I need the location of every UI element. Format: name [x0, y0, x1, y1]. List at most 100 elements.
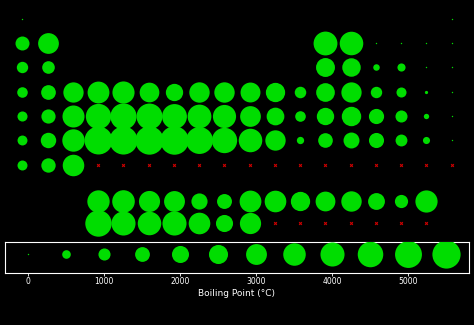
Point — [372, 199, 380, 204]
Point — [397, 40, 405, 46]
Point — [94, 113, 102, 119]
Point — [397, 138, 405, 143]
Point — [372, 138, 380, 143]
Point — [138, 251, 146, 256]
Point — [422, 138, 430, 143]
Point — [422, 89, 430, 94]
Point — [195, 220, 203, 225]
Point — [69, 113, 77, 119]
Point — [296, 89, 304, 94]
Point — [44, 65, 52, 70]
Point — [94, 138, 102, 143]
Point — [94, 220, 102, 225]
Point — [321, 89, 329, 94]
Point — [94, 199, 102, 204]
Point — [448, 138, 456, 143]
Point — [170, 138, 178, 143]
Point — [18, 162, 26, 167]
X-axis label: Boiling Point (°C): Boiling Point (°C) — [199, 289, 275, 298]
Point — [321, 113, 329, 119]
Point — [321, 138, 329, 143]
Point — [69, 138, 77, 143]
Point — [246, 199, 254, 204]
Point — [372, 40, 380, 46]
Point — [195, 89, 203, 94]
Point — [422, 199, 430, 204]
Point — [220, 113, 228, 119]
Point — [18, 16, 26, 21]
Point — [44, 113, 52, 119]
Point — [397, 113, 405, 119]
Point — [170, 89, 178, 94]
Point — [443, 251, 450, 256]
Point — [170, 113, 178, 119]
Point — [195, 199, 203, 204]
Point — [220, 138, 228, 143]
Point — [246, 89, 254, 94]
Point — [195, 113, 203, 119]
Point — [195, 138, 203, 143]
Point — [220, 220, 228, 225]
Point — [220, 89, 228, 94]
Point — [69, 162, 77, 167]
Point — [18, 138, 26, 143]
Point — [170, 199, 178, 204]
Point — [397, 65, 405, 70]
Point — [271, 89, 279, 94]
Point — [44, 138, 52, 143]
Point — [44, 162, 52, 167]
Point — [62, 251, 70, 256]
Point — [321, 199, 329, 204]
Point — [422, 113, 430, 119]
Point — [18, 65, 26, 70]
Point — [372, 89, 380, 94]
Point — [422, 40, 430, 46]
Point — [18, 40, 26, 46]
Point — [347, 113, 355, 119]
Point — [214, 251, 222, 256]
Point — [119, 113, 127, 119]
Point — [145, 138, 153, 143]
Point — [246, 138, 254, 143]
Point — [397, 89, 405, 94]
Point — [290, 251, 298, 256]
Point — [448, 113, 456, 119]
Point — [24, 251, 31, 256]
Point — [246, 220, 254, 225]
Point — [321, 40, 329, 46]
Point — [145, 220, 153, 225]
Point — [145, 199, 153, 204]
Point — [296, 113, 304, 119]
Point — [328, 251, 336, 256]
Point — [366, 251, 374, 256]
Point — [321, 65, 329, 70]
Point — [448, 65, 456, 70]
Point — [347, 138, 355, 143]
Point — [347, 65, 355, 70]
Point — [296, 138, 304, 143]
Point — [271, 199, 279, 204]
Point — [246, 113, 254, 119]
Point — [372, 65, 380, 70]
Point — [404, 251, 412, 256]
Point — [69, 89, 77, 94]
Point — [145, 113, 153, 119]
Point — [448, 40, 456, 46]
Point — [170, 220, 178, 225]
Point — [372, 113, 380, 119]
Point — [119, 220, 127, 225]
Point — [271, 138, 279, 143]
Point — [448, 89, 456, 94]
Point — [271, 113, 279, 119]
Point — [18, 113, 26, 119]
Point — [100, 251, 108, 256]
Point — [347, 199, 355, 204]
Point — [252, 251, 260, 256]
Point — [422, 65, 430, 70]
Point — [94, 89, 102, 94]
Point — [44, 40, 52, 46]
Point — [448, 16, 456, 21]
Point — [119, 138, 127, 143]
Point — [397, 199, 405, 204]
Point — [347, 89, 355, 94]
